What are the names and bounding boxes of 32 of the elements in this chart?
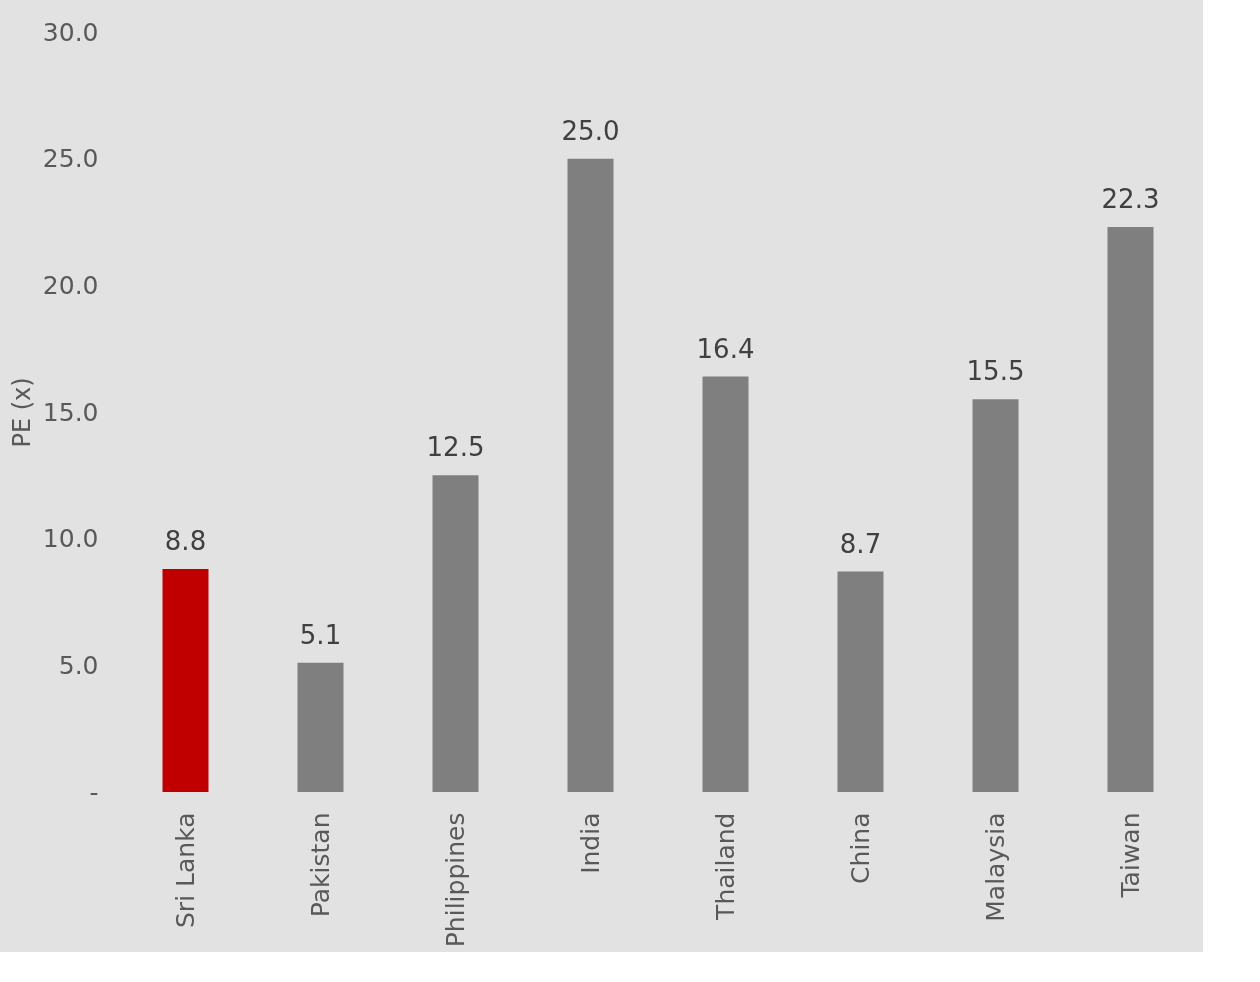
data-label: 8.8 bbox=[164, 526, 207, 557]
y-tick-label: 25.0 bbox=[42, 144, 99, 174]
x-tick-label: Pakistan bbox=[305, 812, 335, 918]
x-tick-label: Malaysia bbox=[980, 812, 1010, 922]
data-label: 22.3 bbox=[1101, 184, 1160, 215]
y-tick-label: 20.0 bbox=[42, 270, 99, 300]
bar bbox=[702, 376, 749, 792]
y-axis-title: PE (x) bbox=[7, 377, 36, 448]
bar bbox=[837, 571, 884, 792]
x-tick-label: China bbox=[845, 812, 875, 884]
data-label: 25.0 bbox=[561, 115, 620, 146]
y-tick-label: 5.0 bbox=[58, 650, 99, 680]
bar bbox=[162, 569, 209, 792]
y-tick-label: - bbox=[89, 777, 99, 807]
data-label: 15.5 bbox=[966, 356, 1025, 387]
x-tick-label: Thailand bbox=[710, 812, 740, 921]
data-label: 16.4 bbox=[696, 333, 755, 364]
y-tick-label: 30.0 bbox=[42, 17, 99, 47]
bar bbox=[432, 475, 479, 792]
bar bbox=[1107, 227, 1154, 792]
bar bbox=[567, 158, 614, 792]
data-label: 12.5 bbox=[426, 432, 485, 463]
data-label: 8.7 bbox=[839, 528, 882, 559]
x-tick-label: Philippines bbox=[440, 812, 470, 948]
y-tick-label: 10.0 bbox=[42, 524, 99, 554]
bar bbox=[972, 399, 1019, 792]
bar bbox=[297, 662, 344, 792]
y-tick-label: 15.0 bbox=[42, 397, 99, 427]
x-tick-label: India bbox=[575, 812, 605, 874]
x-tick-label: Taiwan bbox=[1115, 812, 1145, 899]
x-tick-label: Sri Lanka bbox=[170, 812, 200, 928]
data-label: 5.1 bbox=[299, 619, 342, 650]
